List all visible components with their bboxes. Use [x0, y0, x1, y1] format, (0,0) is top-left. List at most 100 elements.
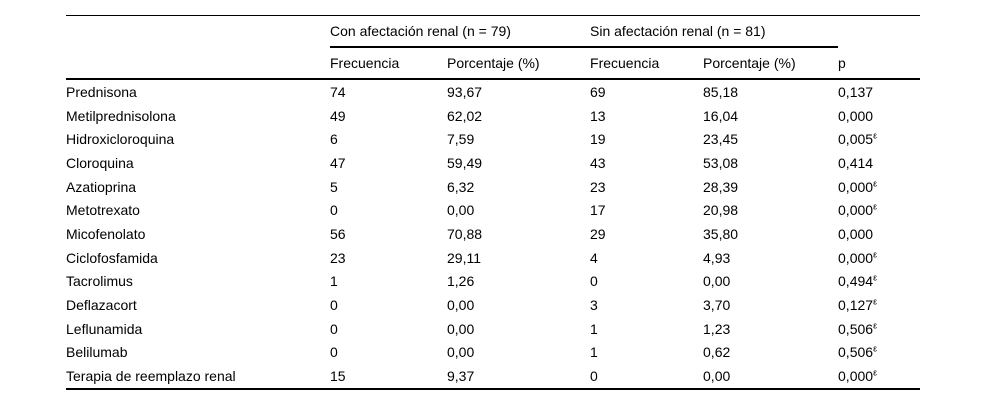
frequency-con-renal-cell: 15 — [330, 368, 346, 385]
frequency-sin-renal-cell: 69 — [590, 83, 606, 100]
drug-name-cell: Belilumab — [66, 344, 128, 361]
percentage-con-renal-cell: 0,00 — [447, 297, 475, 314]
p-value-superscript: ε — [873, 201, 878, 212]
drug-name-cell: Ciclofosfamida — [66, 249, 158, 266]
percentage-sin-renal-cell: 23,45 — [703, 131, 739, 148]
p-value-text: 0,000 — [838, 202, 874, 219]
p-value-superscript: ε — [873, 130, 878, 141]
frequency-con-renal-cell: 47 — [330, 154, 346, 171]
percentage-con-renal-cell: 93,67 — [447, 83, 483, 100]
group-header-sin-afectacion-renal: Sin afectación renal (n = 81) — [590, 15, 839, 48]
frequency-con-renal-cell: 23 — [330, 249, 346, 266]
percentage-con-renal-cell: 7,59 — [447, 131, 475, 148]
percentage-con-renal-cell: 62,02 — [447, 107, 483, 124]
table-body: Prednisona 74 93,67 69 85,18 0,137 Metil… — [66, 79, 920, 389]
frequency-con-renal-cell: 49 — [330, 107, 346, 124]
frequency-sin-renal-cell: 4 — [590, 249, 598, 266]
percentage-con-renal-cell: 1,26 — [447, 273, 475, 290]
percentage-sin-renal-cell: 0,00 — [703, 368, 731, 385]
p-value-text: 0,414 — [838, 154, 874, 171]
percentage-sin-renal-cell: 85,18 — [703, 83, 739, 100]
group-header-con-afectacion-renal: Con afectación renal (n = 79) — [330, 15, 591, 48]
p-value-superscript: ε — [873, 249, 878, 259]
frequency-sin-renal-cell: 0 — [590, 368, 598, 385]
p-value-text: 0,494 — [838, 273, 874, 290]
table-row: Metilprednisolona 49 62,02 13 16,04 0,00… — [66, 104, 920, 128]
frequency-con-renal-cell: 56 — [330, 225, 346, 242]
column-header-row: Frecuencia Porcentaje (%) Frecuencia Por… — [66, 47, 921, 80]
table-header: Con afectación renal (n = 79) Sin afecta… — [66, 15, 921, 80]
frequency-sin-renal-cell: 17 — [590, 202, 606, 219]
p-value-text: 0,000 — [838, 107, 874, 124]
percentage-con-renal-cell: 29,11 — [447, 249, 481, 266]
frequency-sin-renal-cell: 29 — [590, 225, 606, 242]
empty-p-header-cell — [838, 16, 920, 48]
table-row: Micofenolato 56 70,88 29 35,80 0,000 — [66, 222, 920, 246]
drug-name-cell: Terapia de reemplazo renal — [66, 368, 236, 385]
frequency-sin-renal-cell: 23 — [590, 178, 606, 195]
p-value-text: 0,000 — [838, 249, 874, 266]
drug-name-cell: Metotrexato — [66, 202, 140, 219]
percentage-con-renal-cell: 0,00 — [447, 202, 475, 219]
percentage-con-renal-cell: 70,88 — [447, 225, 483, 242]
treatments-comparison-table: Con afectación renal (n = 79) Sin afecta… — [66, 15, 921, 390]
p-value-superscript: ε — [873, 272, 878, 283]
frequency-con-renal-cell: 0 — [330, 320, 338, 337]
percentage-sin-renal-cell: 35,80 — [703, 225, 739, 242]
table-row: Deflazacort 0 0,00 3 3,70 0,127ε — [66, 293, 920, 317]
percentage-sin-renal-cell: 1,23 — [703, 320, 731, 337]
percentage-con-renal-cell: 0,00 — [447, 344, 475, 361]
p-value-superscript: ε — [873, 177, 878, 188]
column-header-p: p — [838, 47, 921, 80]
frequency-sin-renal-cell: 0 — [590, 273, 598, 290]
p-value-cell: 0,137 — [838, 79, 920, 104]
frequency-sin-renal-cell: 1 — [590, 320, 598, 337]
p-value-cell: 0,494ε — [838, 270, 920, 294]
p-value-cell: 0,000ε — [838, 364, 920, 389]
p-value-cell: 0,000 — [838, 222, 920, 246]
percentage-sin-renal-cell: 28,39 — [703, 178, 739, 195]
frequency-con-renal-cell: 1 — [330, 273, 338, 290]
frequency-con-renal-cell: 6 — [330, 131, 338, 148]
table-row: Hidroxicloroquina 6 7,59 19 23,45 0,005ε — [66, 127, 920, 151]
p-value-cell: 0,000ε — [838, 246, 920, 270]
p-value-cell: 0,005ε — [838, 127, 920, 151]
table-row: Leflunamida 0 0,00 1 1,23 0,506ε — [66, 317, 920, 341]
drug-name-cell: Azatioprina — [66, 178, 137, 195]
p-value-text: 0,137 — [838, 83, 874, 100]
p-value-text: 0,506 — [838, 344, 874, 361]
table-row: Prednisona 74 93,67 69 85,18 0,137 — [66, 79, 920, 104]
column-header-porcentaje-con: Porcentaje (%) — [447, 47, 591, 80]
column-header-porcentaje-sin: Porcentaje (%) — [703, 47, 839, 80]
frequency-con-renal-cell: 5 — [330, 178, 338, 195]
column-header-frecuencia-con: Frecuencia — [330, 47, 447, 80]
percentage-sin-renal-cell: 16,04 — [703, 107, 739, 124]
p-value-cell: 0,000ε — [838, 175, 920, 199]
p-value-cell: 0,506ε — [838, 317, 920, 341]
frequency-sin-renal-cell: 19 — [590, 131, 606, 148]
percentage-sin-renal-cell: 20,98 — [703, 202, 739, 219]
percentage-sin-renal-cell: 3,70 — [703, 297, 731, 314]
empty-corner-cell — [66, 16, 330, 48]
p-value-cell: 0,000ε — [838, 198, 920, 222]
percentage-sin-renal-cell: 0,62 — [703, 344, 731, 361]
p-value-cell: 0,127ε — [838, 293, 920, 317]
drug-name-cell: Leflunamida — [66, 320, 143, 337]
frequency-sin-renal-cell: 13 — [590, 107, 606, 124]
drug-name-cell: Micofenolato — [66, 225, 146, 242]
percentage-sin-renal-cell: 4,93 — [703, 249, 731, 266]
percentage-con-renal-cell: 6,32 — [447, 178, 475, 195]
p-value-superscript: ε — [873, 343, 878, 354]
column-header-frecuencia-sin: Frecuencia — [590, 47, 704, 80]
percentage-con-renal-cell: 59,49 — [447, 154, 483, 171]
table-row: Cloroquina 47 59,49 43 53,08 0,414 — [66, 151, 920, 175]
p-value-cell: 0,506ε — [838, 341, 920, 365]
table-row: Ciclofosfamida 23 29,11 4 4,93 0,000ε — [66, 246, 920, 270]
table-row: Tacrolimus 1 1,26 0 0,00 0,494ε — [66, 270, 920, 294]
table-row: Metotrexato 0 0,00 17 20,98 0,000ε — [66, 198, 920, 222]
drug-name-cell: Tacrolimus — [66, 273, 133, 290]
group-header-row: Con afectación renal (n = 79) Sin afecta… — [66, 15, 920, 48]
p-value-text: 0,005 — [838, 131, 874, 148]
p-value-text: 0,506 — [838, 320, 874, 337]
